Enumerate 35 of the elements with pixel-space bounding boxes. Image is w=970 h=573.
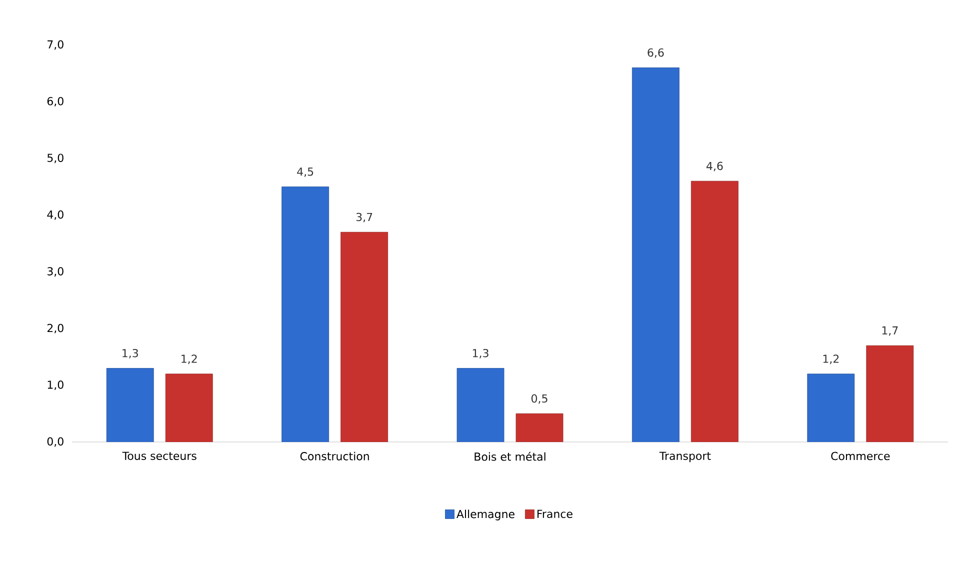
y-tick-label: 5,0 — [47, 154, 64, 164]
y-tick-label: 7,0 — [48, 40, 64, 50]
data-label: 4,6 — [706, 162, 723, 172]
data-label: 6,6 — [648, 48, 664, 58]
bar — [165, 374, 213, 442]
data-label: 1,2 — [182, 354, 197, 364]
bar — [516, 413, 564, 442]
legend-label: Allemagne — [456, 510, 514, 520]
bar — [456, 368, 504, 442]
legend-label: France — [537, 510, 572, 518]
bar — [866, 345, 914, 442]
data-label: 0,5 — [531, 394, 548, 404]
data-label: 1,3 — [472, 348, 488, 358]
data-label: 1,3 — [122, 348, 138, 358]
x-tick-label: Transport — [659, 452, 711, 462]
y-tick-label: 4,0 — [47, 210, 64, 220]
bar — [106, 368, 154, 442]
x-tick-label: Construction — [300, 452, 369, 460]
data-label: 1,2 — [823, 354, 839, 364]
y-tick-label: 3,0 — [47, 267, 64, 277]
data-label: 3,7 — [356, 212, 372, 222]
y-tick-label: 1,0 — [48, 380, 64, 390]
bar — [632, 67, 680, 442]
x-tick-label: Tous secteurs — [122, 452, 196, 460]
bar — [807, 374, 855, 442]
x-tick-label: Bois et métal — [474, 452, 546, 461]
x-tick-label: Commerce — [831, 452, 890, 460]
data-label: 1,7 — [882, 326, 898, 336]
y-tick-label: 6,0 — [47, 96, 64, 106]
bar — [340, 232, 388, 442]
bar — [282, 186, 330, 442]
y-tick-label: 0,0 — [47, 437, 64, 447]
bar — [691, 180, 738, 442]
y-tick-label: 2,0 — [47, 324, 64, 334]
data-label: 4,5 — [297, 168, 314, 177]
